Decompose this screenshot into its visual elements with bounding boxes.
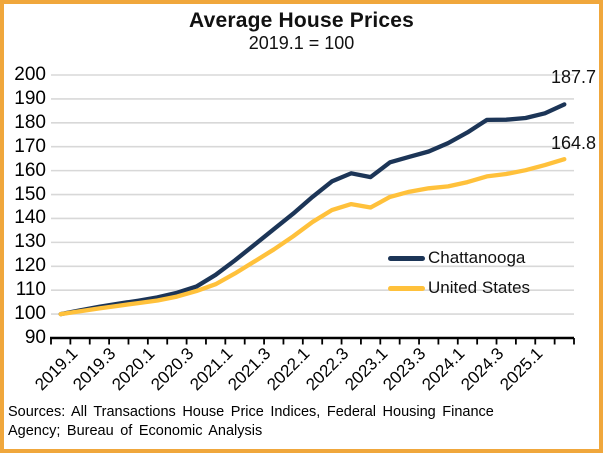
legend-label-united-states: United States <box>428 278 531 297</box>
y-axis-tick-label: 170 <box>14 135 46 157</box>
y-axis-tick-label: 110 <box>15 279 46 301</box>
x-axis-tick-label: 2023.3 <box>379 344 430 395</box>
y-axis-tick-label: 130 <box>14 231 46 253</box>
sources-line-2: Agency; Bureau of Economic Analysis <box>8 423 263 439</box>
chart-subtitle: 2019.1 = 100 <box>248 33 355 53</box>
x-axis-tick-label: 2020.1 <box>108 344 159 395</box>
legend: Chattanooga United States <box>388 247 530 307</box>
y-axis-tick-label: 100 <box>14 303 46 325</box>
x-axis-tick-label: 2024.1 <box>418 344 469 395</box>
sources-note: Sources: All Transactions House Price In… <box>8 403 596 441</box>
x-axis-tick-label: 2025.1 <box>495 344 547 395</box>
x-axis-tick-label: 2024.3 <box>457 344 508 395</box>
y-axis-tick-label: 190 <box>14 87 46 109</box>
y-axis-tick-label: 180 <box>14 111 46 133</box>
x-axis-tick-label: 2020.3 <box>147 344 198 395</box>
x-axis-tick-label: 2019.3 <box>69 344 120 395</box>
x-axis-tick-label: 2021.1 <box>185 344 237 395</box>
x-axis-tick-label: 2023.1 <box>340 344 392 395</box>
x-axis-tick-label: 2019.1 <box>30 344 82 395</box>
chart-title: Average House Prices <box>188 9 414 32</box>
legend-item-united-states: United States <box>388 277 530 299</box>
us-line-swatch <box>388 285 425 291</box>
legend-item-chattanooga: Chattanooga <box>388 247 530 269</box>
x-axis-labels: 2019.1 2019.3 2020.1 2020.3 2021.1 2021.3 2022… <box>4 344 599 404</box>
sources-line-1: Sources: All Transactions House Price In… <box>8 404 494 420</box>
x-axis-tick-label: 2022.1 <box>263 344 314 395</box>
y-axis-tick-label: 200 <box>14 64 46 85</box>
x-axis-tick-label: 2022.3 <box>302 344 353 395</box>
chattanooga-end-value-label: 187.7 <box>550 67 596 87</box>
y-axis-tick-label: 90 <box>24 327 46 348</box>
y-axis-tick-label: 120 <box>14 255 46 277</box>
y-axis-tick-label: 160 <box>14 159 46 181</box>
legend-label-chattanooga: Chattanooga <box>428 248 526 267</box>
y-axis-tick-label: 150 <box>14 183 46 205</box>
chattanooga-line-swatch <box>388 255 425 261</box>
x-axis-tick-label: 2021.3 <box>224 344 275 395</box>
y-axis-tick-label: 140 <box>14 207 46 229</box>
us-end-value-label: 164.8 <box>550 133 596 153</box>
